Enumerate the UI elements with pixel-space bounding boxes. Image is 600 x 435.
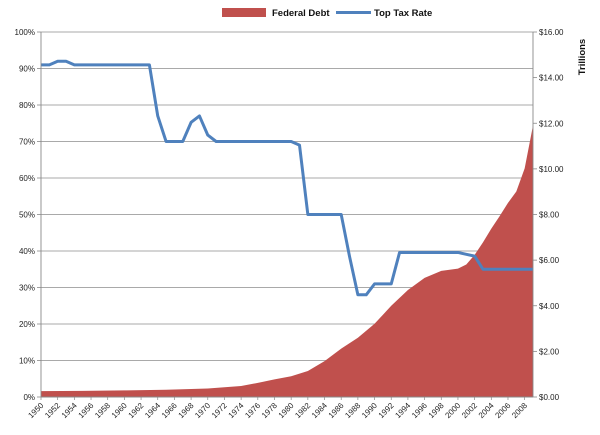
x-axis-tick-label: 1968 — [177, 401, 196, 420]
left-axis-tick-label: 60% — [19, 174, 35, 183]
left-axis-tick-label: 80% — [19, 101, 35, 110]
x-axis-tick-label: 1952 — [43, 401, 62, 420]
left-axis-tick-label: 100% — [15, 28, 35, 37]
right-axis-tick-label: $14.00 — [539, 74, 564, 83]
x-axis-tick-label: 1978 — [260, 401, 279, 420]
left-axis-tick-label: 0% — [23, 393, 35, 402]
x-axis-tick-label: 1998 — [427, 401, 446, 420]
right-axis-title: Trillions — [577, 39, 588, 75]
x-axis-tick-label: 1976 — [243, 401, 262, 420]
legend-label-federal-debt: Federal Debt — [272, 8, 330, 19]
left-axis-tick-label: 30% — [19, 284, 35, 293]
x-axis-tick-label: 2000 — [443, 401, 462, 420]
axes — [37, 31, 537, 400]
x-axis-tick-label: 1972 — [210, 401, 229, 420]
left-axis-tick-labels: 0% 10% 20% 30% 40% 50% 60% 70% 80% 90% 100% — [15, 28, 35, 402]
right-axis-tick-label: $16.00 — [539, 28, 564, 37]
x-axis-tick-label: 1966 — [160, 401, 179, 420]
x-axis-tick-label: 1964 — [143, 401, 162, 420]
x-axis-tick-label: 1990 — [360, 401, 379, 420]
top-tax-rate-line-layer — [41, 59, 533, 297]
right-axis-tick-label: $12.00 — [539, 119, 564, 128]
x-axis-tick-label: 1980 — [277, 401, 296, 420]
x-axis-tick-label: 1962 — [127, 401, 146, 420]
right-axis-tick-label: $4.00 — [539, 302, 560, 311]
x-axis-tick-label: 1992 — [377, 401, 396, 420]
legend-label-top-tax-rate: Top Tax Rate — [374, 8, 432, 19]
x-axis-tick-labels: 1950195219541956195819601962196419661968… — [26, 401, 529, 420]
left-axis-tick-label: 10% — [19, 357, 35, 366]
federal-debt-area — [41, 125, 533, 397]
x-axis-tick-label: 1988 — [343, 401, 362, 420]
left-axis-tick-label: 50% — [19, 211, 35, 220]
x-axis-tick-label: 1982 — [293, 401, 312, 420]
left-axis-tick-label: 70% — [19, 138, 35, 147]
x-axis-tick-label: 2002 — [460, 401, 479, 420]
right-axis-tick-labels: $0.00 $2.00 $4.00 $6.00 $8.00 $10.00 $12.00 $14… — [539, 28, 564, 402]
right-axis-tick-label: $10.00 — [539, 165, 564, 174]
left-axis-tick-label: 20% — [19, 320, 35, 329]
x-axis-tick-label: 2006 — [493, 401, 512, 420]
x-axis-tick-label: 1986 — [327, 401, 346, 420]
x-axis-tick-label: 1984 — [310, 401, 329, 420]
grid-lines — [41, 31, 533, 361]
x-axis-tick-label: 1960 — [110, 401, 129, 420]
x-axis-tick-label: 1950 — [26, 401, 45, 420]
x-axis-tick-label: 2004 — [477, 401, 496, 420]
right-axis-tick-label: $8.00 — [539, 211, 560, 220]
right-axis-tick-label: $0.00 — [539, 393, 560, 402]
federal-debt-area-layer — [41, 125, 533, 397]
right-axis-tick-label: $6.00 — [539, 256, 560, 265]
legend: Federal Debt Top Tax Rate — [222, 8, 432, 19]
left-axis-tick-label: 90% — [19, 65, 35, 74]
x-axis-tick-label: 1970 — [193, 401, 212, 420]
x-axis-tick-label: 1958 — [93, 401, 112, 420]
right-axis-tick-label: $2.00 — [539, 347, 560, 356]
x-axis-tick-label: 1994 — [393, 401, 412, 420]
x-axis-tick-label: 2008 — [510, 401, 529, 420]
x-axis-tick-label: 1956 — [76, 401, 95, 420]
legend-swatch-federal-debt — [222, 8, 266, 17]
top-tax-rate-line — [41, 59, 533, 297]
x-axis-tick-label: 1954 — [60, 401, 79, 420]
x-axis-tick-label: 1996 — [410, 401, 429, 420]
left-axis-tick-label: 40% — [19, 247, 35, 256]
x-axis-tick-label: 1974 — [227, 401, 246, 420]
